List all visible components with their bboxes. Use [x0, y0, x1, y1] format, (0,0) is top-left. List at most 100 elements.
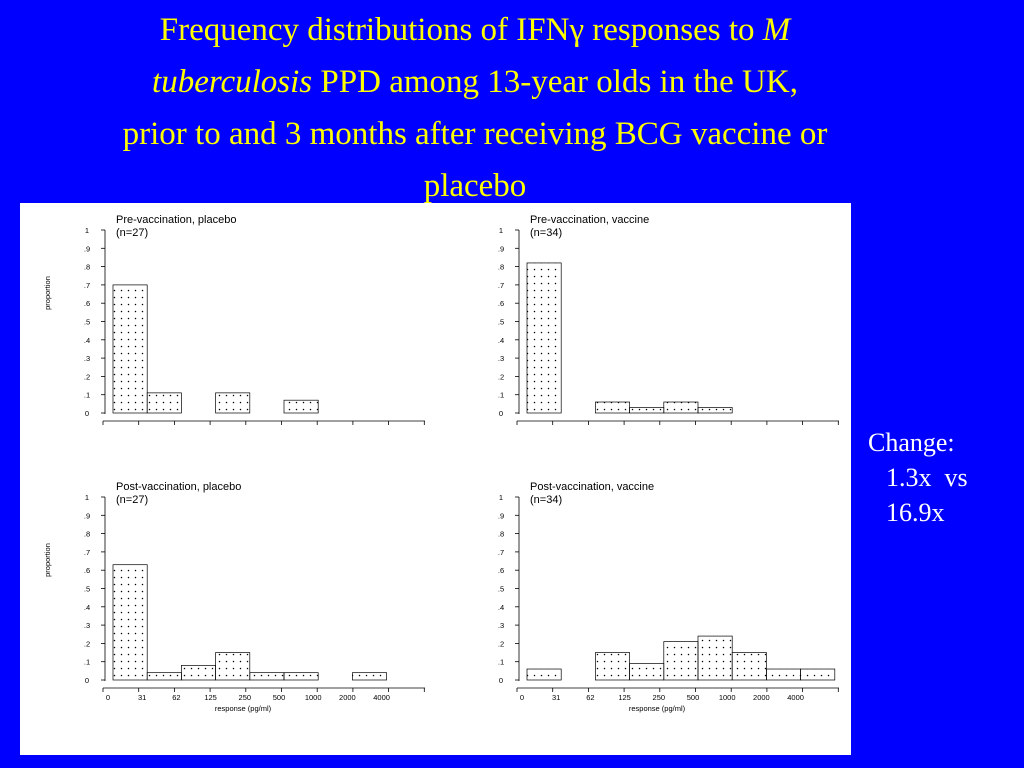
panel-title: Post-vaccination, placebo [116, 481, 241, 493]
x-tick-label: 4000 [373, 693, 390, 702]
y-tick-label: .7 [84, 548, 90, 557]
histogram-bar [215, 652, 251, 681]
x-axis-label: response (pg/ml) [629, 704, 686, 713]
y-tick-label: .7 [84, 281, 90, 290]
y-tick-label: .9 [498, 511, 504, 520]
y-tick-label: .8 [84, 530, 90, 539]
x-tick-label: 250 [239, 693, 252, 702]
y-tick-label: .2 [498, 372, 504, 381]
y-tick-label: 0 [85, 676, 89, 685]
y-tick-label: .9 [84, 244, 90, 253]
y-tick-label: .3 [84, 354, 90, 363]
title-text: Frequency distributions of IFNγ response… [159, 12, 763, 48]
y-tick-label: .4 [84, 336, 90, 345]
slide-title: Frequency distributions of IFNγ response… [0, 4, 950, 212]
x-tick-label: 31 [552, 693, 560, 702]
y-tick-label: 1 [499, 493, 503, 502]
y-tick-label: .5 [84, 585, 90, 594]
title-italic-text: M [762, 12, 791, 48]
histogram-bar [352, 672, 387, 681]
y-tick-label: .7 [498, 281, 504, 290]
y-tick-label: .1 [84, 391, 90, 400]
histogram-bar [663, 641, 699, 681]
y-tick-label: 1 [85, 226, 89, 235]
y-tick-label: .7 [498, 548, 504, 557]
histogram-panel-3: Post-vaccination, placebo(n=27) 0 .1 .2 .3 .4… [43, 481, 425, 713]
x-tick-label: 1000 [305, 693, 322, 702]
y-tick-label: 0 [85, 409, 89, 418]
histogram-bar [112, 564, 148, 681]
y-tick-label: .1 [498, 391, 504, 400]
change-label: Change: [868, 428, 955, 457]
y-tick-label: .9 [498, 244, 504, 253]
y-tick-label: .3 [84, 621, 90, 630]
y-tick-label: .6 [84, 566, 90, 575]
title-line-3: prior to and 3 months after receiving BC… [122, 116, 828, 152]
panel-title: Pre-vaccination, placebo [116, 214, 236, 226]
y-tick-label: .1 [84, 658, 90, 667]
y-tick-label: .3 [498, 621, 504, 630]
histogram-bar [595, 401, 630, 414]
x-tick-label: 2000 [753, 693, 770, 702]
y-tick-label: .8 [498, 263, 504, 272]
histogram-bar [146, 392, 182, 414]
histogram-bar [697, 407, 733, 414]
y-tick-label: .1 [498, 658, 504, 667]
y-tick-label: .8 [84, 263, 90, 272]
title-line-2: tuberculosis PPD among 13-year olds in t… [0, 56, 950, 108]
y-tick-label: .4 [498, 336, 504, 345]
histogram-bar [249, 672, 285, 681]
y-tick-label: 0 [499, 676, 503, 685]
y-tick-label: .2 [84, 372, 90, 381]
x-tick-label: 125 [618, 693, 631, 702]
y-tick-label: .4 [84, 603, 90, 612]
histogram-bar [526, 262, 562, 414]
histogram-bar [146, 672, 182, 681]
title-text: PPD among 13-year olds in the UK, [312, 64, 798, 100]
x-tick-label: 62 [586, 693, 594, 702]
y-tick-label: .4 [498, 603, 504, 612]
histogram-panel-1: Pre-vaccination, placebo(n=27) 0 .1 .2 .3 .4.… [43, 214, 425, 425]
x-tick-label: 500 [273, 693, 286, 702]
histogram-bar [629, 407, 665, 414]
histogram-panel-2: Pre-vaccination, vaccine(n=34) 0 .1 .2 .3 .4.… [498, 214, 839, 425]
x-tick-label: 500 [687, 693, 700, 702]
y-tick-label: .5 [84, 318, 90, 327]
y-tick-label: .9 [84, 511, 90, 520]
x-tick-label: 4000 [787, 693, 804, 702]
y-tick-label: .6 [84, 299, 90, 308]
x-tick-label: 0 [106, 693, 110, 702]
title-line-4: placebo [423, 168, 527, 204]
y-tick-label: .6 [498, 299, 504, 308]
change-line-2: 16.9x [886, 498, 945, 527]
x-tick-label: 125 [204, 693, 217, 702]
y-tick-label: .5 [498, 318, 504, 327]
histogram-svg: Pre-vaccination, placebo(n=27)0.1.2.3.4.… [43, 214, 839, 713]
histogram-bar [697, 635, 733, 681]
histogram-bar [800, 668, 836, 681]
histogram-bar [112, 284, 148, 414]
title-line-1: Frequency distributions of IFNγ response… [0, 4, 950, 56]
histogram-bar [731, 652, 767, 681]
y-tick-label: 1 [499, 226, 503, 235]
x-tick-label: 62 [172, 693, 180, 702]
y-axis-label: proportion [43, 276, 52, 310]
panel-subtitle: (n=34) [530, 227, 562, 239]
panel-subtitle: (n=27) [116, 494, 148, 506]
histogram-bar [766, 668, 801, 681]
change-line-1: 1.3x vs [886, 463, 968, 492]
x-tick-label: 250 [653, 693, 666, 702]
panel-subtitle: (n=34) [530, 494, 562, 506]
y-tick-label: .2 [498, 639, 504, 648]
x-axis-label: response (pg/ml) [215, 704, 272, 713]
panel-subtitle: (n=27) [116, 227, 148, 239]
y-tick-label: .5 [498, 585, 504, 594]
histogram-bar [663, 401, 699, 414]
histogram-bar [595, 652, 630, 681]
x-tick-label: 1000 [719, 693, 736, 702]
change-note: Change: 1.3x vs 16.9x [868, 425, 968, 530]
histogram-bar [526, 668, 562, 681]
histogram-panel-4: Post-vaccination, vaccine(n=34) 0 .1 .2 .3 .4… [498, 481, 839, 713]
histogram-bar [215, 392, 251, 414]
histogram-figure: Pre-vaccination, placebo (n=27) 0.1.2.3.4.… [20, 203, 851, 755]
